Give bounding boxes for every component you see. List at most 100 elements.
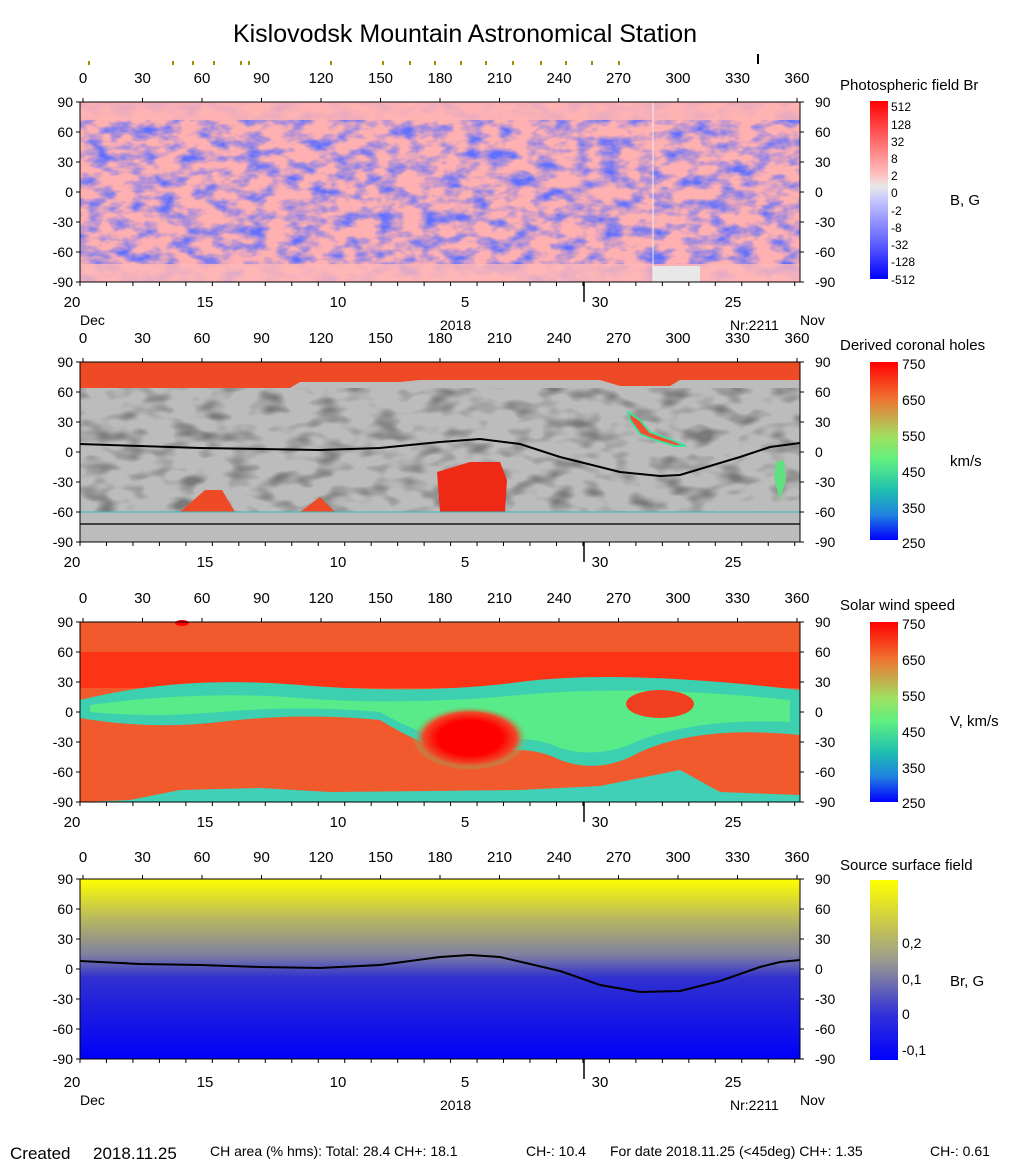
x-tick-label: 330: [725, 70, 750, 87]
observation-marker: [512, 61, 514, 65]
y-tick-label: -30: [53, 991, 73, 1007]
cb1-tick: 512: [891, 100, 912, 114]
x-tick-label: 240: [546, 330, 571, 347]
y-tick-label: 90: [815, 871, 831, 887]
footer-ch-minus: CH-: 10.4: [526, 1143, 586, 1159]
fast-wind-region: [412, 706, 528, 770]
y-tick-label: 30: [57, 931, 73, 947]
rotation-label: Nr:2211: [730, 1097, 779, 1113]
colorbar-source-surface: [870, 880, 898, 1060]
y-tick-label: 60: [815, 901, 831, 917]
observation-marker: [248, 61, 250, 65]
observation-marker: [485, 61, 487, 65]
cb4-tick: 0: [902, 1006, 910, 1022]
observation-marker: [540, 61, 542, 65]
colorbar-unit-coronal-holes: km/s: [950, 453, 982, 470]
observation-marker: [330, 61, 332, 65]
y-tick-label: 60: [57, 901, 73, 917]
x-tick-label: 210: [487, 849, 512, 866]
colorbar-unit-solar-wind: V, km/s: [950, 713, 999, 730]
x-tick-label: 30: [134, 330, 151, 347]
x-tick-label: 360: [784, 70, 809, 87]
date-tick-label: 5: [461, 294, 469, 311]
y-tick-label: -30: [53, 214, 73, 230]
y-tick-label: 60: [815, 644, 831, 660]
date-tick-label: 5: [461, 814, 469, 831]
coronal-hole-equatorial: [437, 462, 507, 512]
year-label: 2018: [440, 1097, 472, 1113]
y-tick-label: -60: [53, 764, 73, 780]
x-tick-label: 180: [427, 70, 452, 87]
x-tick-label: 270: [606, 70, 631, 87]
neutral-line: [79, 953, 801, 994]
cb3-tick: 550: [902, 688, 926, 704]
y-tick-label: 0: [815, 444, 823, 460]
date-tick-label: 15: [197, 1074, 214, 1091]
y-tick-label: 90: [57, 871, 73, 887]
panel-title-solar-wind: Solar wind speed: [840, 597, 956, 614]
y-tick-label: -60: [815, 764, 835, 780]
cb1-tick: -32: [891, 238, 909, 252]
x-tick-label: 180: [427, 590, 452, 607]
cb1-tick: -8: [891, 221, 902, 235]
observation-marker: [409, 61, 411, 65]
x-tick-label: 270: [606, 849, 631, 866]
cb1-tick: -128: [891, 255, 916, 269]
observation-marker: [382, 61, 384, 65]
observation-marker: [565, 61, 567, 65]
x-tick-label: 150: [368, 330, 393, 347]
footer-created-label: Created: [10, 1144, 71, 1163]
x-tick-label: 150: [368, 590, 393, 607]
x-tick-label: 180: [427, 849, 452, 866]
x-tick-label: 360: [784, 330, 809, 347]
cb3-tick: 650: [902, 652, 926, 668]
y-tick-label: 0: [815, 961, 823, 977]
y-tick-label: 0: [65, 961, 73, 977]
y-tick-label: 0: [65, 184, 73, 200]
x-tick-label: 240: [546, 70, 571, 87]
cb1-tick: 128: [891, 118, 912, 132]
x-tick-label: 30: [134, 590, 151, 607]
y-tick-label: -60: [53, 1021, 73, 1037]
month-label-dec: Dec: [80, 1092, 105, 1108]
x-tick-label: 120: [308, 849, 333, 866]
cb1-tick: 2: [891, 169, 898, 183]
colorbar-unit-source-surface: Br, G: [950, 973, 985, 990]
x-tick-label: 30: [134, 70, 151, 87]
date-tick-label: 10: [330, 1074, 347, 1091]
year-label: 2018: [440, 317, 472, 333]
y-tick-label: 30: [815, 154, 831, 170]
y-tick-label: 30: [57, 154, 73, 170]
date-tick-label: 20: [64, 1074, 81, 1091]
y-tick-label: -60: [815, 504, 835, 520]
x-tick-label: 120: [308, 70, 333, 87]
observation-marker: [192, 61, 194, 65]
y-tick-label: 90: [57, 614, 73, 630]
date-tick-label: 25: [725, 294, 742, 311]
observation-marker: [618, 61, 620, 65]
y-tick-label: -90: [53, 794, 73, 810]
y-tick-label: 30: [815, 414, 831, 430]
date-tick-label: 25: [725, 814, 742, 831]
x-tick-label: 150: [368, 70, 393, 87]
y-tick-label: -30: [815, 474, 835, 490]
x-tick-label: 0: [79, 849, 87, 866]
x-tick-label: 120: [308, 590, 333, 607]
x-tick-label: 360: [784, 849, 809, 866]
y-tick-label: 60: [57, 644, 73, 660]
observation-marker: [213, 61, 215, 65]
x-tick-label: 270: [606, 590, 631, 607]
neutral-line: [79, 437, 801, 478]
south-slow-wind: [80, 770, 800, 802]
date-tick-label: 10: [330, 814, 347, 831]
x-tick-label: 360: [784, 590, 809, 607]
y-tick-label: 30: [57, 674, 73, 690]
y-tick-label: 60: [815, 384, 831, 400]
fast-wind-region-north: [626, 690, 694, 718]
date-tick-label: 30: [592, 294, 609, 311]
observation-marker: [88, 61, 90, 65]
observation-marker: [434, 61, 436, 65]
y-tick-label: 90: [57, 354, 73, 370]
date-tick-label: 20: [64, 814, 81, 831]
